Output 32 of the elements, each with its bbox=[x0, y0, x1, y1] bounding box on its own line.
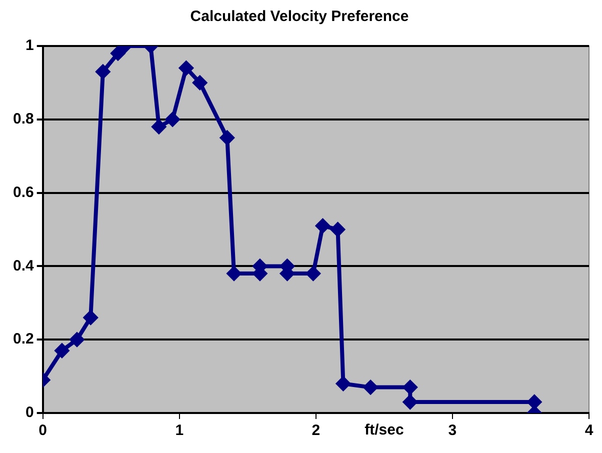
point bbox=[220, 130, 234, 145]
x-axis-title: ft/sec bbox=[364, 422, 404, 439]
point bbox=[330, 222, 345, 236]
point bbox=[316, 218, 330, 233]
point bbox=[227, 266, 242, 281]
y-tick-label: 1 bbox=[26, 37, 34, 54]
point bbox=[403, 380, 418, 394]
x-tick-label: 1 bbox=[175, 422, 184, 440]
x-tick-label: 2 bbox=[312, 422, 320, 440]
y-tick-label: 0.4 bbox=[12, 257, 34, 274]
point bbox=[403, 394, 418, 409]
point bbox=[527, 394, 542, 409]
point bbox=[364, 380, 378, 394]
point bbox=[336, 376, 350, 391]
point bbox=[179, 61, 194, 76]
point bbox=[110, 46, 125, 60]
y-tick-label: 0.8 bbox=[12, 110, 34, 128]
point bbox=[70, 332, 84, 347]
point bbox=[54, 344, 69, 358]
point bbox=[306, 266, 320, 281]
x-tick-label: 3 bbox=[448, 422, 457, 440]
y-tick-label: 0.6 bbox=[12, 184, 34, 201]
point bbox=[152, 120, 166, 134]
x-tick-label: 0 bbox=[38, 422, 48, 440]
y-tick-label: 0 bbox=[26, 404, 34, 422]
chart-title: Calculated Velocity Preference bbox=[190, 8, 409, 26]
point bbox=[166, 112, 180, 126]
point bbox=[192, 76, 207, 90]
point bbox=[84, 310, 98, 325]
x-tick-label: 4 bbox=[584, 422, 594, 440]
point bbox=[96, 64, 110, 79]
y-tick-label: 0.2 bbox=[12, 330, 34, 348]
